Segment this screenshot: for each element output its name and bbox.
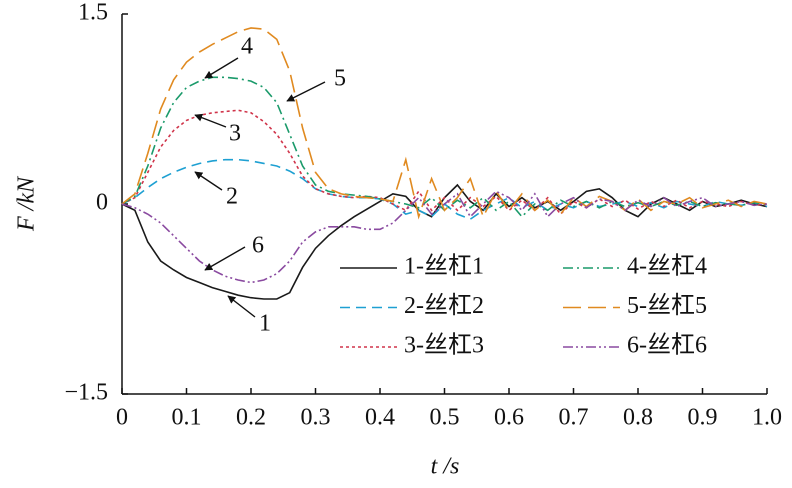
annotation: 4 (241, 34, 253, 60)
legend-label: 5-丝杠5 (627, 292, 707, 319)
annotation-arrow (194, 113, 227, 128)
x-axis-label: t /s (431, 454, 460, 480)
legend-label: 3-丝杠3 (404, 332, 484, 359)
x-tick-label: 0 (116, 405, 128, 431)
annotation-arrow (194, 171, 223, 191)
x-tick-label: 1.0 (752, 405, 782, 431)
annotation: 5 (334, 66, 346, 92)
x-tick-label: 0.8 (623, 405, 653, 431)
annotation-arrow (204, 246, 246, 271)
series-line (121, 190, 768, 284)
y-tick-label: −1.5 (64, 380, 108, 406)
series-line (121, 76, 768, 218)
x-tick-label: 0.6 (494, 405, 524, 431)
legend-label: 4-丝杠4 (627, 253, 707, 280)
legend-label: 6-丝杠6 (627, 332, 707, 359)
y-tick-label: 1.5 (78, 0, 108, 26)
x-tick-label: 0.1 (172, 405, 202, 431)
y-axis-label: F /kN (14, 175, 40, 232)
series-line (121, 109, 768, 216)
annotation: 2 (226, 184, 238, 210)
x-tick-label: 0.3 (301, 405, 331, 431)
x-tick-label: 0.5 (430, 405, 460, 431)
x-tick-label: 0.7 (559, 405, 589, 431)
annotation: 3 (229, 121, 241, 147)
x-tick-label: 0.2 (236, 405, 266, 431)
annotation-arrow (286, 81, 326, 102)
y-tick-label: 0 (96, 190, 108, 216)
annotation-arrow (204, 57, 239, 79)
series-line (121, 27, 768, 220)
annotation: 1 (259, 311, 271, 337)
annotation: 6 (252, 233, 264, 259)
annotation-arrow (227, 295, 256, 318)
legend-label: 2-丝杠2 (404, 292, 484, 319)
legend-label: 1-丝杠1 (404, 253, 484, 280)
x-tick-label: 0.9 (688, 405, 718, 431)
x-tick-label: 0.4 (365, 405, 395, 431)
